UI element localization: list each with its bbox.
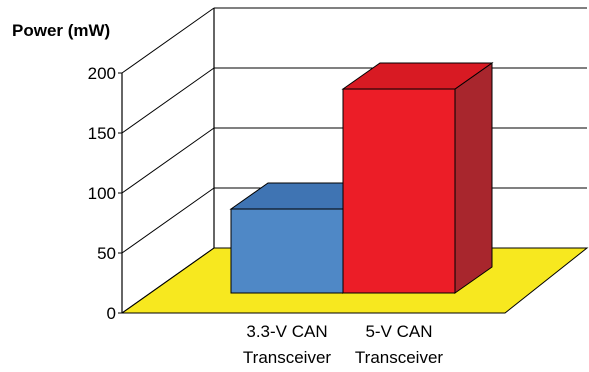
side-wall-line-200 xyxy=(121,7,215,74)
bar-1-front xyxy=(230,208,344,294)
bars-layer xyxy=(229,62,494,294)
y-tick-label-50: 50 xyxy=(97,244,116,263)
side-wall-line-50 xyxy=(121,187,215,254)
bar-2-front xyxy=(342,88,456,294)
side-wall-line-150 xyxy=(121,67,215,134)
bar-2-side xyxy=(454,62,493,294)
x-category-label-1-line-1: 3.3-V CAN xyxy=(246,322,327,341)
y-tick-label-100: 100 xyxy=(88,184,116,203)
x-category-label-2-line-2: Transceiver xyxy=(355,348,444,367)
labels-layer: Power (mW) 0 50 100 150 200 3.3-V CAN Transcei… xyxy=(12,21,443,367)
side-wall-line-0 xyxy=(121,247,215,314)
y-tick-label-0: 0 xyxy=(107,304,116,323)
x-category-label-2-line-1: 5-V CAN xyxy=(365,322,432,341)
y-tick-label-200: 200 xyxy=(88,64,116,83)
y-tick-label-150: 150 xyxy=(88,124,116,143)
side-wall-line-100 xyxy=(121,127,215,194)
x-category-label-1-line-2: Transceiver xyxy=(243,348,332,367)
y-axis-label: Power (mW) xyxy=(12,21,110,40)
